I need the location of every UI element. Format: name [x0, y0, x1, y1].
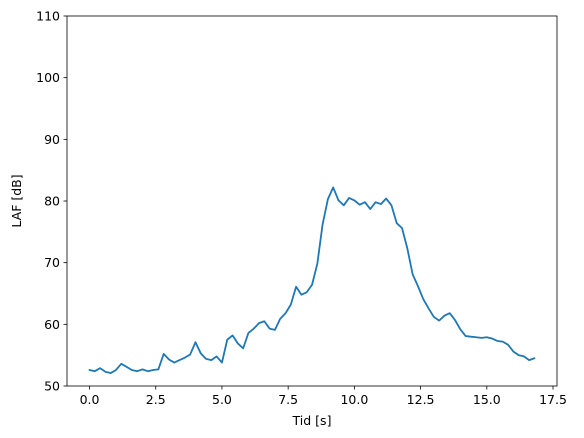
x-axis-label: Tid [s] — [292, 413, 332, 428]
plot-area — [67, 16, 557, 386]
y-tick-label: 100 — [36, 70, 60, 85]
x-tick-label: 2.5 — [146, 392, 166, 407]
y-tick-label: 90 — [44, 132, 60, 147]
y-tick-label: 70 — [44, 255, 60, 270]
x-tick-label: 0.0 — [80, 392, 100, 407]
y-tick-label: 80 — [44, 194, 60, 209]
x-tick-label: 10.0 — [340, 392, 368, 407]
x-tick-label: 7.5 — [278, 392, 298, 407]
x-tick-label: 5.0 — [212, 392, 232, 407]
x-tick-label: 15.0 — [473, 392, 501, 407]
series-group — [88, 186, 536, 374]
plot-frame — [66, 15, 558, 387]
x-tick-label: 17.5 — [539, 392, 567, 407]
y-axis-ticks: 50 60 70 80 90 100 110 — [36, 9, 67, 394]
x-axis-ticks: 0.0 2.5 5.0 7.5 10.0 12.5 15.0 17.5 — [80, 386, 567, 407]
y-axis-label: LAF [dB] — [9, 174, 24, 227]
y-tick-label: 110 — [36, 9, 60, 24]
y-tick-label: 60 — [44, 317, 60, 332]
x-tick-label: 12.5 — [407, 392, 435, 407]
series-line-0 — [88, 186, 536, 374]
y-tick-label: 50 — [44, 379, 60, 394]
